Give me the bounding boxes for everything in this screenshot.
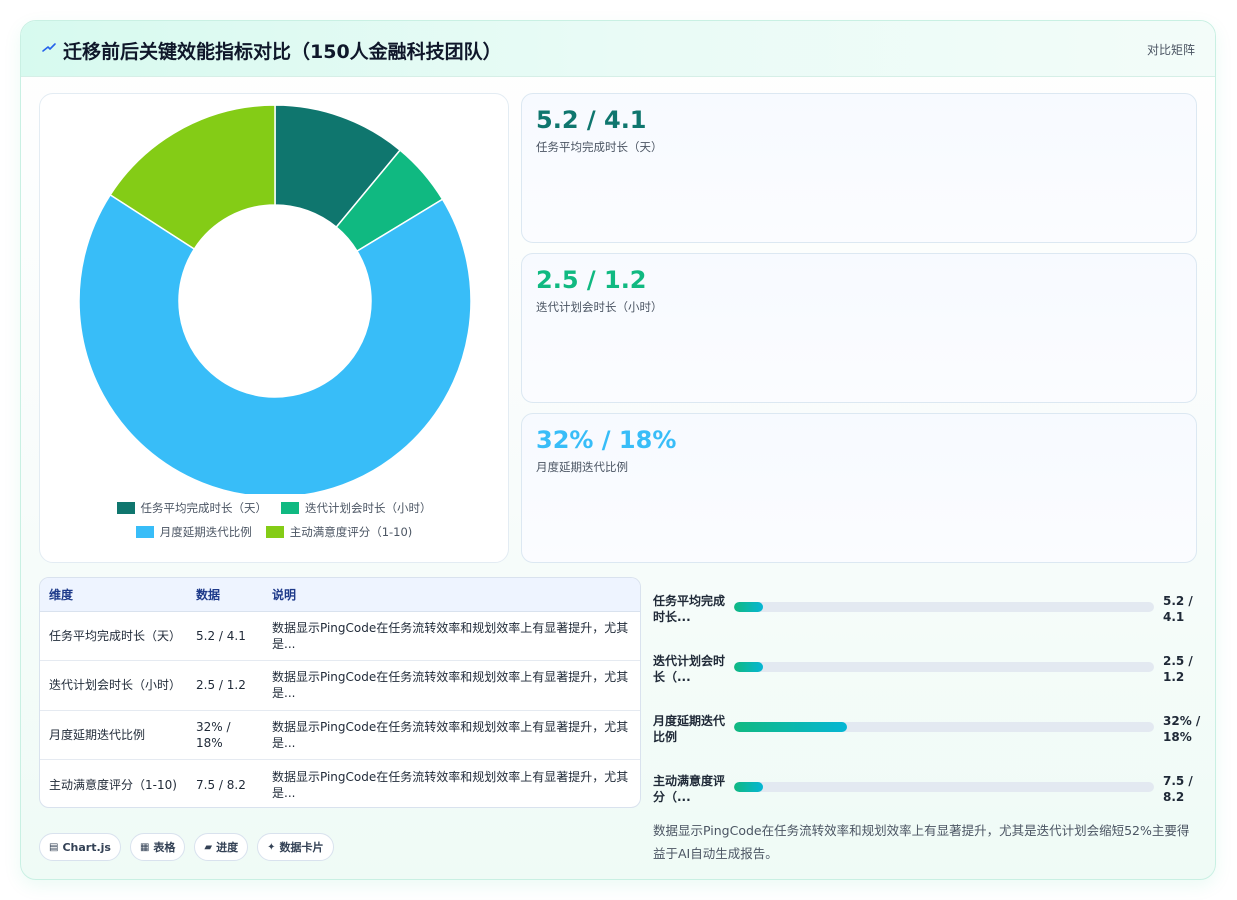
- dimension-cell: 主动满意度评分（1-10): [49, 777, 177, 792]
- dimension-cell: 任务平均完成时长（天）: [49, 628, 182, 643]
- description-cell: 数据显示PingCode在任务流转效率和规划效率上有显著提升，尤其是...: [272, 670, 629, 701]
- donut-slice[interactable]: [78, 193, 472, 494]
- chip-label: 进度: [216, 841, 239, 854]
- view-mode-label[interactable]: 对比矩阵: [1146, 43, 1195, 57]
- lightning-icon: [42, 43, 56, 52]
- progress-value: 32% / 18%: [1163, 714, 1201, 744]
- data-cell: 7.5 / 8.2: [196, 777, 246, 792]
- table-row: 迭代计划会时长（小时） 2.5 / 1.2 数据显示PingCode在任务流转效…: [40, 661, 640, 710]
- page-title: 迁移前后关键效能指标对比（150人金融科技团队）: [63, 41, 502, 63]
- card-header: 迁移前后关键效能指标对比（150人金融科技团队） 对比矩阵: [21, 21, 1215, 77]
- legend-swatch: [116, 502, 135, 514]
- sparkle-icon: ✦: [267, 841, 276, 853]
- chip-table[interactable]: ▦ 表格: [129, 833, 186, 861]
- legend-swatch: [281, 502, 299, 514]
- chip-progress[interactable]: ▰ 进度: [194, 833, 249, 861]
- chip-label: Chart.js: [62, 840, 111, 854]
- stat-value: 2.5 / 1.2: [536, 266, 647, 294]
- progress-icon: ▰: [204, 841, 213, 853]
- legend-label: 月度延期迭代比例: [159, 525, 252, 539]
- data-cell: 5.2 / 4.1: [196, 628, 246, 643]
- stat-value: 5.2 / 4.1: [536, 106, 647, 134]
- progress-track: [734, 782, 1154, 792]
- column-header: 数据: [187, 578, 263, 612]
- chip-chartjs[interactable]: ▤ Chart.js: [39, 833, 121, 861]
- stat-card-planning-meeting: 2.5 / 1.2 迭代计划会时长（小时）: [521, 253, 1197, 403]
- progress-fill: [734, 602, 764, 612]
- column-header: 说明: [263, 578, 640, 612]
- legend-label: 任务平均完成时长（天）: [140, 501, 268, 515]
- progress-fill: [734, 782, 764, 792]
- progress-track: [734, 722, 1154, 732]
- stat-label: 任务平均完成时长（天）: [536, 140, 663, 154]
- chip-data-cards[interactable]: ✦ 数据卡片: [257, 833, 334, 861]
- stat-card-delay-ratio: 32% / 18% 月度延期迭代比例: [521, 413, 1197, 563]
- legend-item[interactable]: 主动满意度评分（1-10): [265, 524, 413, 540]
- dimension-cell: 月度延期迭代比例: [49, 727, 146, 742]
- progress-row: 主动满意度评分（... 7.5 / 8.2: [653, 767, 1199, 807]
- progress-label: 任务平均完成时长...: [653, 594, 726, 624]
- progress-value: 7.5 / 8.2: [1163, 774, 1193, 804]
- progress-value: 5.2 / 4.1: [1163, 594, 1193, 624]
- legend-label: 主动满意度评分（1-10): [289, 525, 413, 539]
- legend-swatch: [135, 526, 154, 538]
- stat-label: 月度延期迭代比例: [536, 460, 628, 474]
- description-cell: 数据显示PingCode在任务流转效率和规划效率上有显著提升，尤其是...: [272, 769, 629, 800]
- progress-fill: [734, 662, 764, 672]
- stat-card-task-duration: 5.2 / 4.1 任务平均完成时长（天）: [521, 93, 1197, 243]
- donut-chart: [78, 104, 472, 494]
- progress-label: 迭代计划会时长（...: [653, 654, 726, 684]
- chip-label: 表格: [153, 841, 176, 854]
- chart-icon: ▤: [49, 841, 59, 853]
- description-cell: 数据显示PingCode在任务流转效率和规划效率上有显著提升，尤其是...: [272, 620, 629, 651]
- stat-label: 迭代计划会时长（小时）: [536, 300, 663, 314]
- progress-value: 2.5 / 1.2: [1163, 654, 1193, 684]
- progress-fill: [734, 722, 848, 732]
- progress-row: 月度延期迭代比例 32% / 18%: [653, 707, 1200, 747]
- table-row: 任务平均完成时长（天） 5.2 / 4.1 数据显示PingCode在任务流转效…: [40, 611, 640, 661]
- table-row: 主动满意度评分（1-10) 7.5 / 8.2 数据显示PingCode在任务流…: [40, 760, 640, 808]
- table-header-row: 维度 数据 说明: [40, 578, 640, 612]
- progress-label: 主动满意度评分（...: [653, 774, 726, 804]
- donut-chart-panel: 任务平均完成时长（天） 迭代计划会时长（小时） 月度延期迭代比例 主动满意度评分…: [39, 93, 509, 563]
- progress-track: [734, 662, 1154, 672]
- dimension-cell: 迭代计划会时长（小时）: [49, 678, 182, 693]
- dashboard-card: 迁移前后关键效能指标对比（150人金融科技团队） 对比矩阵 任务平均完成时长（天…: [20, 20, 1216, 880]
- data-cell: 32% / 18%: [196, 719, 231, 750]
- legend-item[interactable]: 任务平均完成时长（天）: [116, 500, 268, 516]
- donut-slice[interactable]: [109, 104, 276, 251]
- description-cell: 数据显示PingCode在任务流转效率和规划效率上有显著提升，尤其是...: [272, 719, 629, 750]
- stat-value: 32% / 18%: [536, 426, 677, 454]
- summary-text: 数据显示PingCode在任务流转效率和规划效率上有显著提升，尤其是迭代计划会缩…: [653, 823, 1190, 861]
- table-icon: ▦: [139, 841, 150, 853]
- legend-item[interactable]: 月度延期迭代比例: [135, 524, 252, 540]
- legend-item[interactable]: 迭代计划会时长（小时）: [281, 500, 432, 516]
- progress-row: 迭代计划会时长（... 2.5 / 1.2: [653, 647, 1199, 687]
- data-cell: 2.5 / 1.2: [196, 678, 246, 693]
- chart-legend: 任务平均完成时长（天） 迭代计划会时长（小时） 月度延期迭代比例 主动满意度评分…: [40, 500, 508, 548]
- progress-row: 任务平均完成时长... 5.2 / 4.1: [653, 587, 1199, 627]
- chip-label: 数据卡片: [279, 841, 324, 854]
- legend-label: 迭代计划会时长（小时）: [305, 501, 432, 515]
- view-toggle-chips: ▤ Chart.js ▦ 表格 ▰ 进度 ✦ 数据卡片: [39, 833, 334, 861]
- progress-bars-panel: 任务平均完成时长... 5.2 / 4.1 迭代计划会时长（... 2.5 / …: [653, 577, 1200, 817]
- comparison-table: 维度 数据 说明 任务平均完成时长（天） 5.2 / 4.1 数据显示PingC…: [39, 577, 641, 808]
- legend-swatch: [265, 526, 284, 538]
- table-row: 月度延期迭代比例 32% / 18% 数据显示PingCode在任务流转效率和规…: [40, 710, 640, 760]
- column-header: 维度: [40, 578, 187, 612]
- progress-track: [734, 602, 1154, 612]
- progress-label: 月度延期迭代比例: [653, 714, 726, 744]
